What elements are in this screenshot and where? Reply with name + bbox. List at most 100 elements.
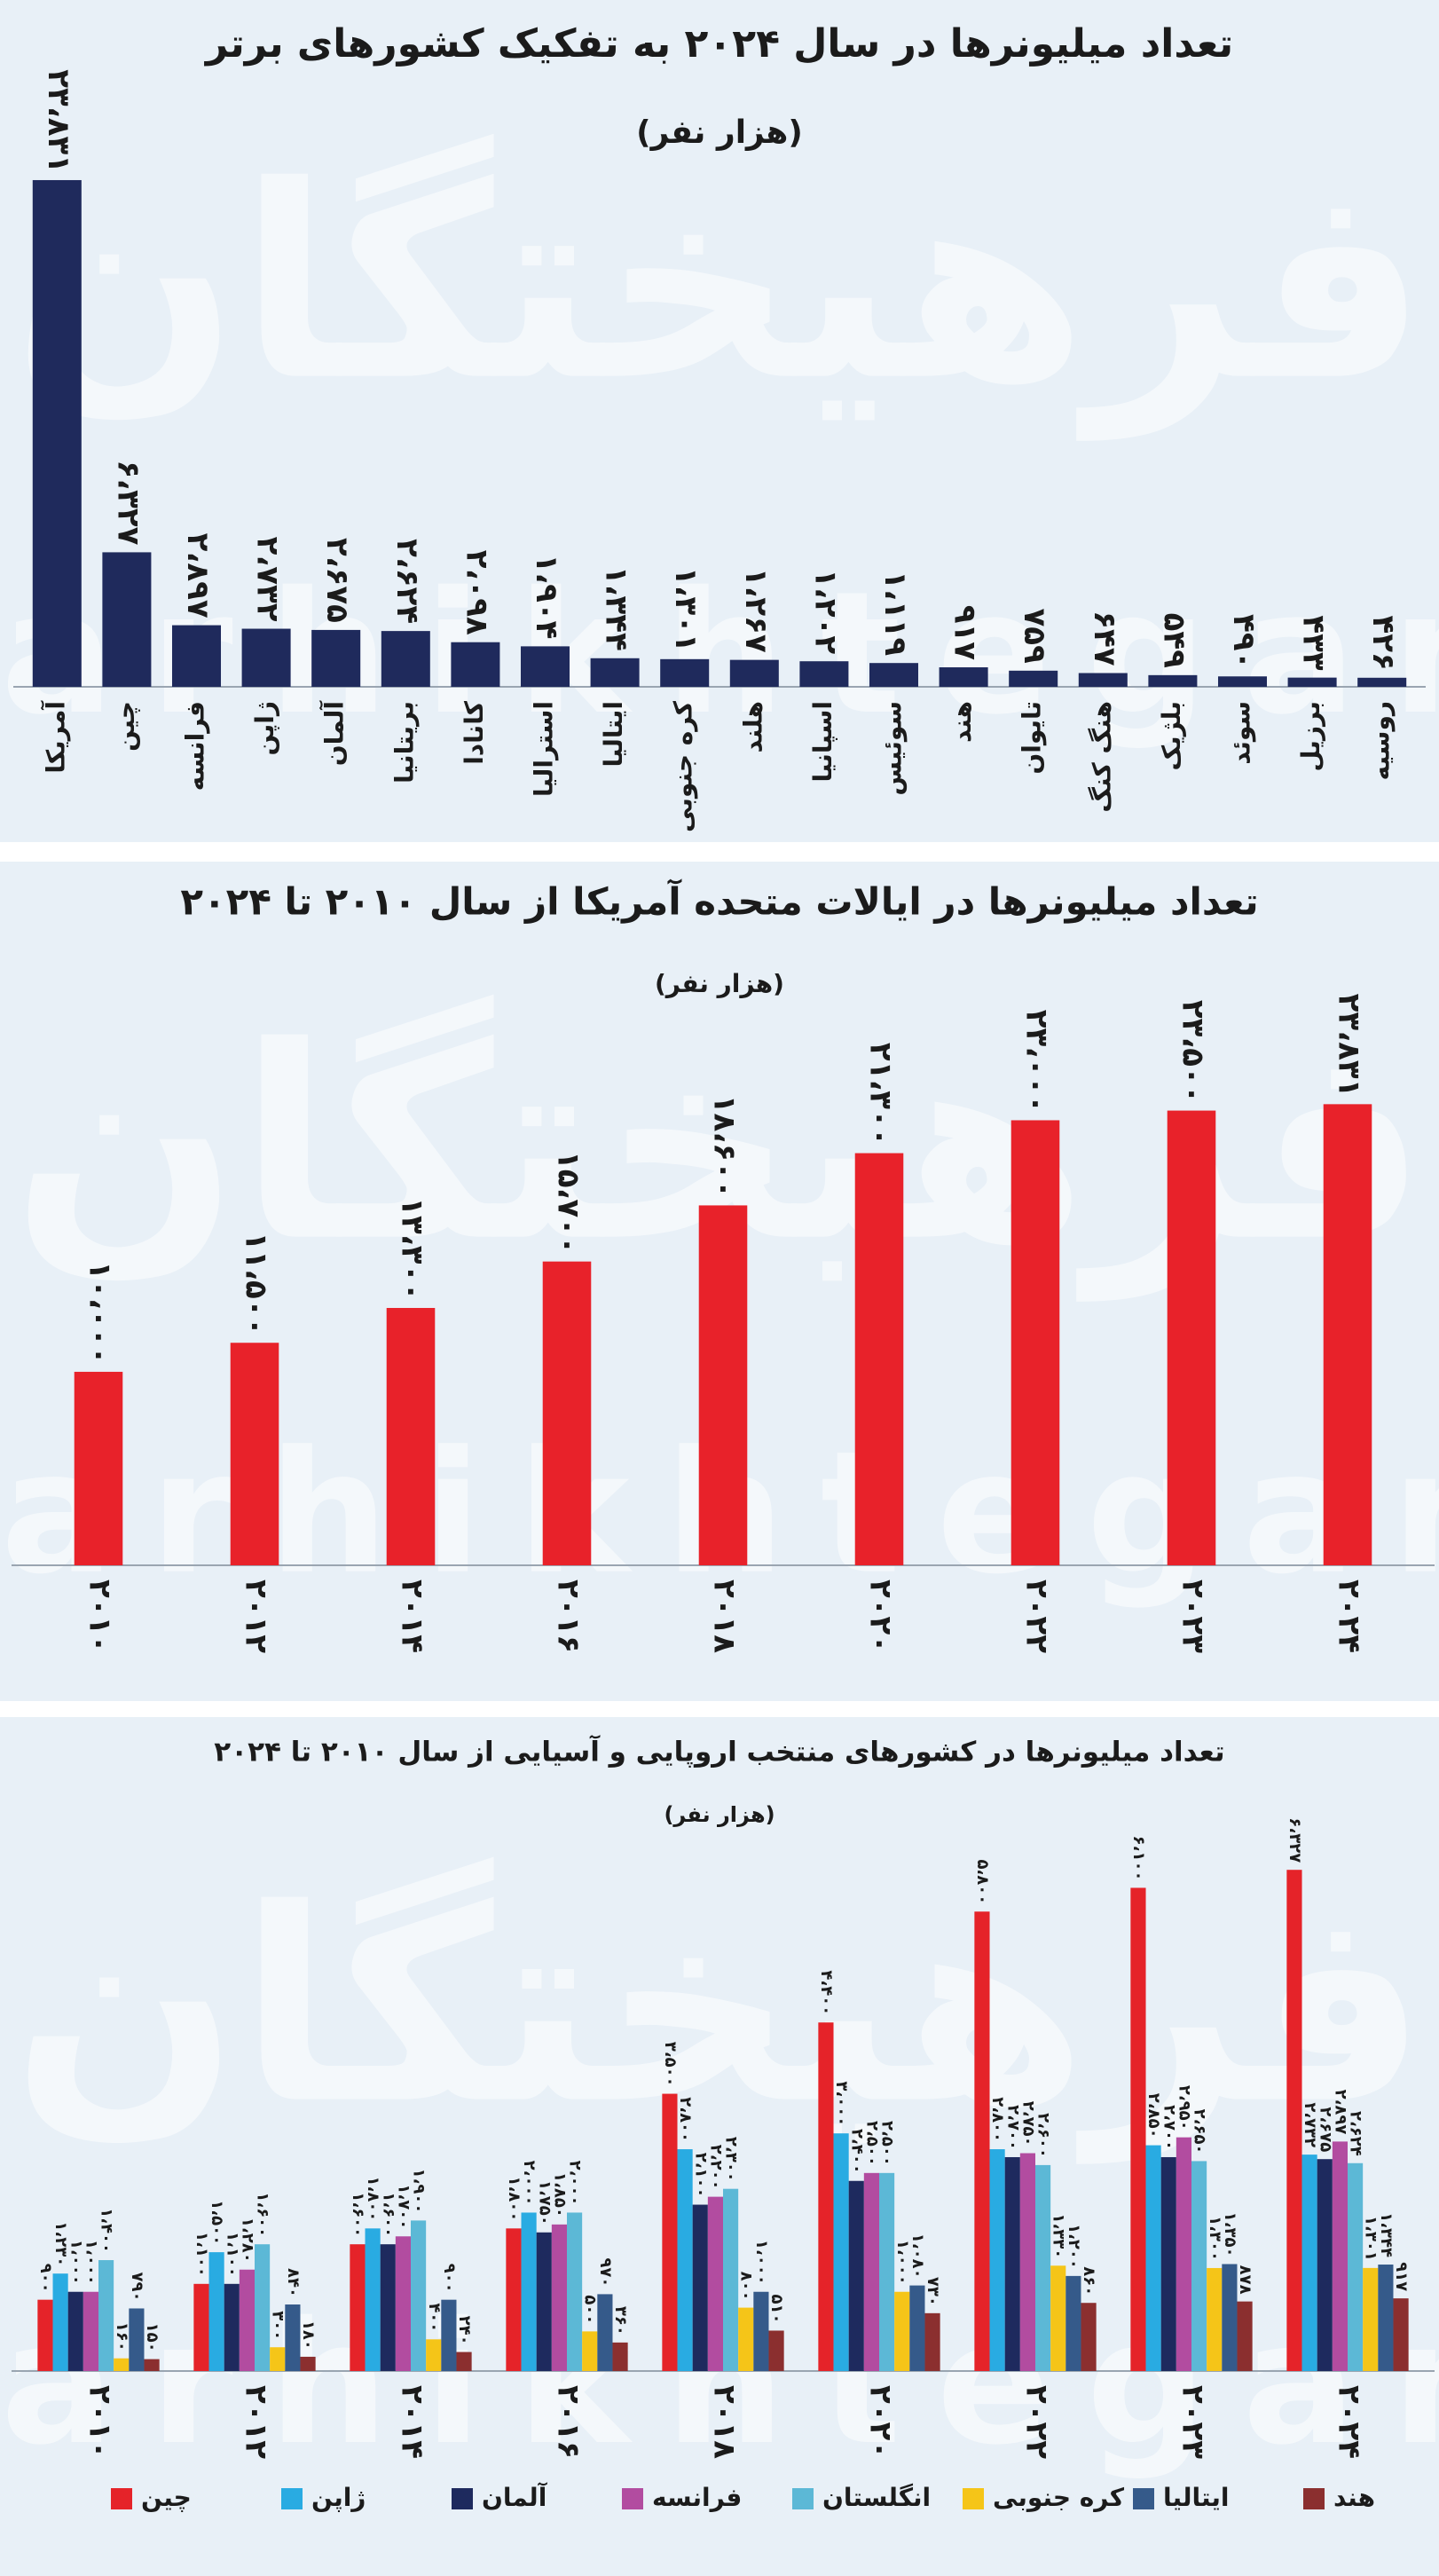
bar [144, 2359, 160, 2371]
value-label: ۱،۸۰۰ [364, 2177, 382, 2222]
value-label: ۲۳،۰۰۰ [1019, 1010, 1055, 1114]
panel [0, 1717, 1439, 2576]
bar [1081, 2303, 1097, 2371]
x-tick-label: ۲۰۱۴ [395, 2385, 430, 2459]
value-label: ۲،۶۰۰ [1034, 2113, 1053, 2158]
bar [662, 2093, 678, 2371]
x-tick-label: کره جنوبی [669, 700, 698, 832]
bar [1019, 2153, 1035, 2371]
legend-label: چین [141, 2483, 192, 2512]
value-label: ۱،۶۰۰ [254, 2192, 272, 2237]
value-label: ۱۱،۵۰۰ [239, 1233, 274, 1336]
bar [854, 1153, 904, 1565]
x-tick-label: بلژیک [1157, 701, 1186, 771]
legend-label: کره جنوبی [993, 2483, 1125, 2512]
bar [171, 625, 222, 687]
value-label: ۲،۸۵۰ [1144, 2093, 1163, 2139]
value-label: ۱،۸۰۰ [505, 2177, 523, 2222]
bar [1010, 1120, 1060, 1565]
value-label: ۵۰۰ [581, 2295, 600, 2324]
value-label: ۸۶۰ [1080, 2266, 1098, 2296]
legend-label: آلمان [482, 2482, 548, 2512]
legend-swatch [281, 2488, 303, 2509]
x-tick-label: ۲۰۲۳ [1176, 2385, 1211, 2459]
value-label: ۴۰۰ [425, 2303, 444, 2332]
panel [0, 0, 1439, 842]
bar [1065, 2275, 1081, 2371]
bar [729, 659, 779, 687]
bar [707, 2196, 723, 2371]
value-label: ۳،۰۰۰ [832, 2081, 851, 2126]
x-tick-label: ۲۰۲۲ [1019, 2385, 1055, 2459]
bar [386, 1307, 436, 1565]
value-label: ۱۵،۷۰۰ [551, 1151, 586, 1255]
bar [723, 2188, 739, 2371]
bar [451, 642, 500, 687]
value-label: ۷۹۰ [128, 2273, 146, 2302]
bar [590, 658, 640, 687]
bar [350, 2244, 366, 2371]
bar [567, 2212, 583, 2371]
value-label: ۲،۳۰۰ [722, 2137, 741, 2182]
value-label: ۲،۷۳۲ [1301, 2102, 1319, 2147]
value-label: ۱،۰۰۰ [82, 2240, 100, 2285]
bar [1148, 674, 1198, 687]
value-label: ۱،۱۰۰ [223, 2232, 241, 2277]
value-label: ۱،۳۴۴ [1377, 2212, 1396, 2257]
value-label: ۱،۲۰۲ [807, 569, 843, 654]
bar [1217, 676, 1268, 687]
legend-swatch [1133, 2488, 1154, 2509]
bar [114, 2358, 130, 2371]
bar [1035, 2164, 1051, 2371]
bar [1287, 677, 1337, 687]
bar [692, 2204, 708, 2371]
value-label: ۲،۷۰۰ [1160, 2105, 1178, 2150]
x-tick-label: ۲۰۱۶ [551, 2385, 586, 2459]
value-label: ۲،۰۹۸ [459, 550, 494, 635]
bar [1004, 2156, 1020, 2371]
value-label: ۷۵۹ [1017, 609, 1052, 665]
x-tick-label: کانادا [460, 700, 489, 765]
bar [129, 2308, 145, 2371]
bar [37, 2299, 53, 2371]
value-label: ۶۴۷ [1087, 611, 1122, 666]
bar [32, 179, 82, 687]
bar [848, 2180, 864, 2371]
bar [311, 629, 361, 687]
value-label: ۴۳۳ [1296, 615, 1332, 671]
x-tick-label: ۲۰۱۲ [239, 2385, 274, 2459]
x-tick-label: ۲۰۲۲ [1019, 1579, 1055, 1653]
value-label: ۵،۸۰۰ [973, 1859, 992, 1904]
value-label: ۱،۰۰۰ [752, 2240, 771, 2285]
value-label: ۱،۱۱۹ [877, 571, 913, 656]
value-label: ۲،۶۷۵ [1316, 2107, 1334, 2152]
bar [1237, 2301, 1253, 2371]
legend-swatch [622, 2488, 643, 2509]
bar [395, 2236, 411, 2371]
value-label: ۴۲۶ [1365, 616, 1401, 671]
bar [894, 2291, 910, 2371]
x-tick-label: سوئیس [878, 701, 908, 796]
chart-title: تعداد میلیونرها در کشورهای منتخب اروپایی… [214, 1735, 1224, 1769]
value-label: ۱،۹۰۰ [410, 2169, 429, 2214]
value-label: ۹۱۷ [1392, 2262, 1411, 2291]
value-label: ۲،۸۰۰ [676, 2097, 695, 2142]
x-tick-label: ۲۰۲۳ [1176, 1579, 1211, 1653]
legend-label: انگلستان [822, 2483, 931, 2512]
value-label: ۹۱۷ [948, 605, 983, 661]
value-label: ۲،۶۲۴ [1347, 2111, 1365, 2156]
value-label: ۱،۶۰۰ [379, 2192, 397, 2237]
x-tick-label: آمریکا [40, 700, 70, 774]
bar [285, 2304, 301, 2371]
bar [239, 2269, 255, 2371]
watermark: فرهیختگان [12, 1853, 1427, 2166]
value-label: ۱،۶۰۰ [349, 2192, 367, 2237]
bar [1145, 2145, 1161, 2371]
legend-label: ایتالیا [1163, 2483, 1230, 2512]
value-label: ۵۴۹ [1156, 613, 1191, 669]
bar [426, 2339, 442, 2371]
value-label: ۲،۱۰۰ [691, 2153, 710, 2198]
bar [551, 2224, 567, 2371]
bar [411, 2220, 427, 2371]
